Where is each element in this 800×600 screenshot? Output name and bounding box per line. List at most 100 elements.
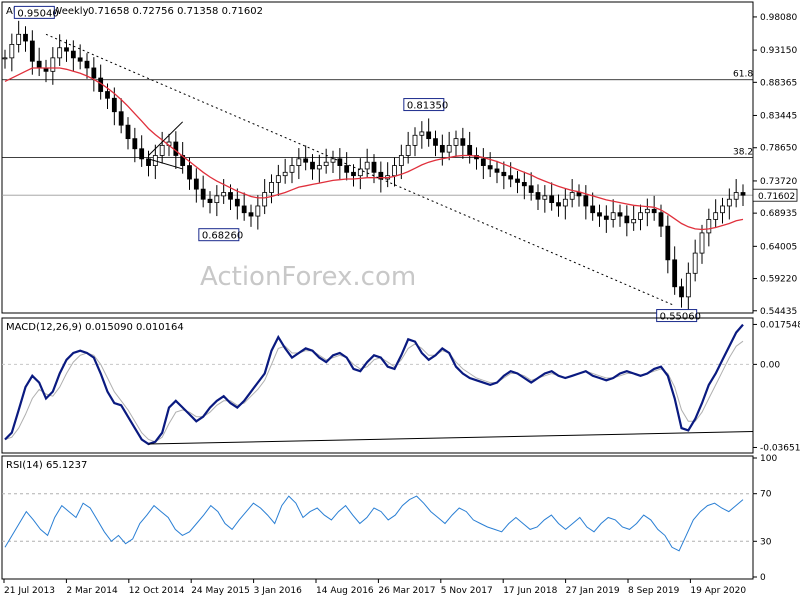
candle-body bbox=[139, 148, 145, 160]
candle-body bbox=[562, 198, 568, 207]
x-axis-tick-label: 26 Mar 2017 bbox=[378, 586, 435, 596]
candle-body bbox=[631, 219, 637, 224]
x-axis-tick-label: 2 Mar 2014 bbox=[66, 586, 118, 596]
candle-body bbox=[255, 205, 261, 217]
candle-body bbox=[439, 144, 445, 153]
price-y-tick-label: 0.59220 bbox=[760, 275, 797, 285]
candle-body bbox=[269, 182, 274, 193]
candle-body bbox=[480, 158, 486, 166]
rsi-title: RSI(14) 65.1237 bbox=[6, 460, 87, 471]
candle-body bbox=[207, 198, 213, 204]
candle-body bbox=[337, 158, 343, 166]
x-axis-tick-label: 19 Apr 2020 bbox=[690, 586, 746, 596]
rsi-y-tick-label: 30 bbox=[760, 537, 772, 547]
price-annotation-box bbox=[656, 309, 698, 323]
candle-body bbox=[132, 138, 138, 150]
x-axis-tick-label: 14 Aug 2016 bbox=[316, 586, 374, 596]
price-annotation-label: 0.95040 bbox=[17, 8, 58, 19]
candle-body bbox=[515, 178, 520, 183]
candle-body bbox=[64, 47, 69, 52]
candle-body bbox=[487, 165, 493, 170]
candle-body bbox=[685, 272, 691, 298]
candle-body bbox=[692, 252, 698, 274]
rsi-y-tick-label: 0 bbox=[760, 573, 766, 583]
x-axis-tick-label: 12 Oct 2014 bbox=[129, 586, 185, 596]
candle-body bbox=[330, 158, 336, 163]
candle-body bbox=[583, 195, 589, 207]
candle-body bbox=[740, 192, 746, 196]
macd-title: MACD(12,26,9) 0.015090 0.010164 bbox=[6, 322, 184, 333]
candle-body bbox=[118, 111, 124, 126]
candle-body bbox=[597, 212, 602, 217]
x-axis-tick-label: 8 Sep 2019 bbox=[628, 586, 680, 596]
candle-body bbox=[371, 161, 377, 173]
candle-body bbox=[357, 168, 363, 177]
candle-body bbox=[651, 208, 657, 214]
macd-signal-line bbox=[4, 340, 744, 443]
rsi-line bbox=[4, 495, 744, 552]
candle-body bbox=[159, 144, 165, 156]
candle-body bbox=[105, 91, 110, 99]
candle-body bbox=[542, 195, 548, 200]
moving-average-line bbox=[4, 67, 744, 231]
price-annotation-box bbox=[13, 5, 55, 19]
candle-body bbox=[658, 212, 664, 227]
candle-body bbox=[9, 43, 15, 59]
candle-body bbox=[241, 205, 247, 214]
candle-body bbox=[706, 219, 712, 234]
price-y-tick-label: 0.98080 bbox=[760, 13, 797, 23]
candle-body bbox=[310, 161, 315, 170]
ohlc-header: 0.71658 0.72756 0.71358 0.71602 bbox=[88, 6, 263, 17]
candle-body bbox=[672, 259, 678, 288]
candle-body bbox=[644, 208, 650, 214]
candle-body bbox=[23, 33, 28, 42]
candle-body bbox=[187, 165, 192, 180]
last-value-label: 0.71602 bbox=[758, 192, 795, 202]
candle-body bbox=[2, 57, 8, 60]
candle-body bbox=[200, 188, 206, 200]
candle-body bbox=[665, 225, 671, 261]
fib-level-label: 61.8 bbox=[733, 70, 753, 80]
price-annotation-label: 0.55060 bbox=[660, 312, 701, 323]
candle-body bbox=[173, 141, 179, 156]
x-axis-tick-label: 21 Jul 2013 bbox=[4, 586, 55, 596]
candle-body bbox=[576, 192, 582, 197]
candle-body bbox=[617, 212, 623, 217]
price-annotation-box bbox=[403, 98, 445, 112]
rsi-y-tick-label: 70 bbox=[760, 490, 772, 500]
candle-body bbox=[228, 192, 233, 200]
candle-body bbox=[262, 192, 268, 207]
candle-body bbox=[125, 124, 131, 140]
macd-panel-frame bbox=[1, 317, 754, 454]
candle-body bbox=[699, 232, 705, 254]
candle-body bbox=[70, 50, 76, 59]
candle-body bbox=[549, 195, 555, 204]
rsi-panel-frame bbox=[1, 455, 754, 580]
x-axis-tick-label: 17 Jun 2018 bbox=[503, 586, 557, 596]
candle-body bbox=[221, 192, 227, 197]
x-axis-tick-label: 24 May 2015 bbox=[191, 586, 250, 596]
candle-body bbox=[569, 192, 575, 200]
candle-body bbox=[303, 158, 309, 163]
macd-y-tick-label: -0.036514 bbox=[760, 443, 800, 453]
price-y-tick-label: 0.78650 bbox=[760, 144, 797, 154]
candle-body bbox=[29, 40, 35, 62]
candle-body bbox=[57, 47, 63, 59]
candle-body bbox=[508, 175, 514, 180]
candle-body bbox=[610, 212, 616, 220]
price-panel: AUDUSD,Weekly 0.71658 0.72756 0.71358 0.… bbox=[1, 1, 797, 323]
price-y-tick-label: 0.64005 bbox=[760, 242, 797, 252]
macd-line bbox=[4, 323, 744, 446]
candle-body bbox=[344, 165, 350, 173]
rsi-y-tick-label: 100 bbox=[760, 454, 777, 464]
candle-body bbox=[590, 205, 596, 214]
candle-body bbox=[412, 134, 418, 146]
candle-body bbox=[234, 198, 240, 207]
price-y-tick-label: 0.88365 bbox=[760, 78, 797, 88]
candle-body bbox=[282, 171, 288, 177]
price-y-tick-label: 0.93150 bbox=[760, 46, 797, 56]
candle-body bbox=[556, 202, 561, 207]
watermark: ActionForex.com bbox=[200, 262, 416, 292]
rsi-panel: RSI(14) 65.1237 100 70 30 0 bbox=[1, 454, 777, 583]
